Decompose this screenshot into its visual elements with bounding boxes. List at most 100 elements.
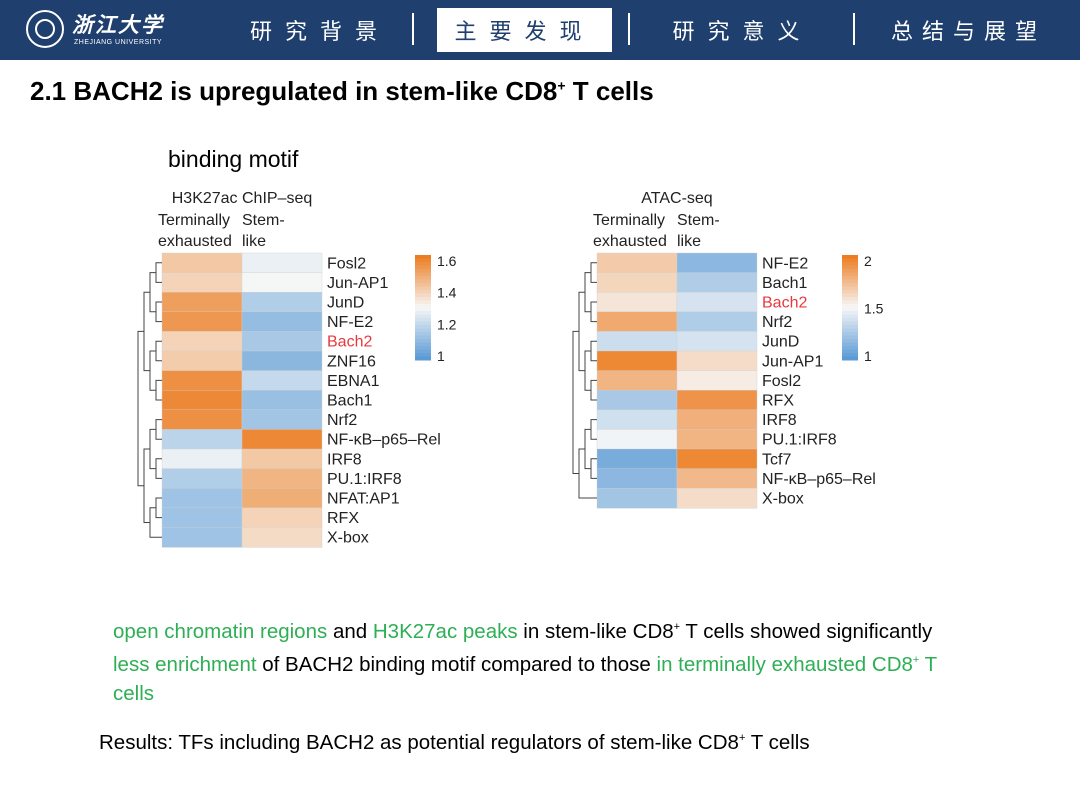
heatmap-cell <box>596 272 678 293</box>
findings-paragraph: open chromatin regions and H3K27ac peaks… <box>113 619 937 705</box>
heatmap-cell <box>161 527 243 548</box>
h3k27ac-heatmap: H3K27ac ChIP–seq Terminally exhausted Stem-… <box>137 190 457 548</box>
legend-tick-label: 1.2 <box>437 316 457 332</box>
heatmap-title: H3K27ac ChIP–seq <box>172 190 313 207</box>
heatmap-cell <box>161 370 243 391</box>
heatmap-row-label: PU.1:IRF8 <box>762 432 837 449</box>
logo-chinese-text: 浙江大学 <box>72 12 164 37</box>
university-seal-icon <box>26 10 64 48</box>
heatmap-row-label: Bach1 <box>762 275 807 292</box>
heatmap-cell <box>676 448 758 470</box>
heatmap-cell <box>161 272 243 293</box>
results-statement: Results: TFs including BACH2 as potentia… <box>99 731 810 754</box>
heatmap-cell <box>241 291 323 313</box>
nav-separator <box>853 13 855 45</box>
heatmap-row-label: X-box <box>327 530 369 547</box>
heatmap-column-label: Terminally <box>158 212 230 229</box>
heatmap-column-label: like <box>677 233 701 250</box>
heatmap-column-label: Stem- <box>677 212 720 229</box>
heatmap-row-label: RFX <box>327 510 359 527</box>
heatmap-cell <box>596 252 678 274</box>
heatmap-cell <box>241 468 323 489</box>
heatmap-row-label: IRF8 <box>762 412 797 429</box>
legend-tick-label: 1.4 <box>437 285 457 301</box>
heatmap-column-label: exhausted <box>158 233 232 250</box>
header-bar: 浙江大学 ZHEJIANG UNIVERSITY 研究背景 主要发现 研究意义 … <box>0 0 1080 60</box>
heatmap-cell <box>161 448 243 470</box>
heatmap-row-label: NFAT:AP1 <box>327 490 400 507</box>
heatmap-cell <box>241 429 323 450</box>
heatmap-cell <box>161 409 243 431</box>
heatmap-row-label: NF-κB–p65–Rel <box>327 432 441 449</box>
heatmap-row-label: Bach2 <box>327 334 372 351</box>
heatmap-cell <box>161 311 243 333</box>
heatmap-row-label: Jun-AP1 <box>327 275 388 292</box>
heatmap-row-label: Bach1 <box>327 392 372 409</box>
heatmap-cell <box>596 311 678 333</box>
heatmap-cell <box>676 488 758 509</box>
heatmap-column-label: Stem- <box>242 212 285 229</box>
heatmap-cell <box>161 350 243 372</box>
heatmap-cell <box>241 272 323 293</box>
heatmap-row-label: EBNA1 <box>327 373 380 390</box>
heatmap-cell <box>241 389 323 411</box>
heatmap-row-label: ZNF16 <box>327 353 376 370</box>
heatmap-row-label: Nrf2 <box>327 412 357 429</box>
heatmap-cell <box>596 448 678 470</box>
heatmap-cell <box>676 291 758 313</box>
heatmap-cell <box>676 331 758 352</box>
heatmap-row-label: RFX <box>762 392 794 409</box>
binding-motif-label: binding motif <box>168 146 299 172</box>
heatmap-cell <box>596 389 678 411</box>
heatmap-cell <box>676 272 758 293</box>
nav-research-significance[interactable]: 研究意义 <box>672 20 813 45</box>
heatmap-cell <box>676 389 758 411</box>
heatmap-column-label: Terminally <box>593 212 665 229</box>
nav-research-background[interactable]: 研究背景 <box>249 20 390 45</box>
heatmap-cell <box>241 527 323 548</box>
heatmap-cell <box>161 507 243 528</box>
heatmap-cell <box>241 488 323 509</box>
heatmap-cell <box>676 350 758 372</box>
heatmap-cell <box>161 468 243 489</box>
heatmap-row-label: Tcf7 <box>762 451 791 468</box>
nav-separator <box>628 13 630 45</box>
heatmap-cell <box>676 252 758 274</box>
heatmap-row-label: Fosl2 <box>327 255 366 272</box>
legend-tick-label: 1 <box>437 348 445 364</box>
heatmap-cell <box>241 350 323 372</box>
heatmap-title: ATAC-seq <box>641 190 712 207</box>
heatmap-cell <box>676 429 758 450</box>
logo-english-text: ZHEJIANG UNIVERSITY <box>74 39 163 46</box>
legend-tick-label: 1.6 <box>437 253 457 269</box>
heatmap-cell <box>241 409 323 431</box>
nav-main-findings[interactable]: 主要发现 <box>437 8 612 52</box>
heatmap-row-label: Bach2 <box>762 294 807 311</box>
slide-title: 2.1 BACH2 is upregulated in stem-like CD… <box>30 76 654 106</box>
heatmap-cell <box>241 448 323 470</box>
heatmap-row-label: PU.1:IRF8 <box>327 471 402 488</box>
heatmap-cell <box>241 331 323 352</box>
heatmap-row-label: Fosl2 <box>762 373 801 390</box>
heatmap-cell <box>676 409 758 431</box>
heatmap-cell <box>241 311 323 333</box>
heatmap-row-label: JunD <box>762 334 799 351</box>
nav-separator <box>412 13 414 45</box>
legend-tick-label: 1.5 <box>864 301 884 317</box>
heatmap-cell <box>676 311 758 333</box>
heatmap-row-label: Jun-AP1 <box>762 353 823 370</box>
heatmap-cell <box>596 468 678 489</box>
legend-tick-label: 2 <box>864 253 872 269</box>
heatmap-cell <box>161 291 243 313</box>
heatmap-cell <box>596 350 678 372</box>
heatmap-cell <box>596 370 678 391</box>
heatmap-row-label: X-box <box>762 490 804 507</box>
atac-heatmap: ATAC-seq Terminally exhausted Stem-like NF-E… <box>572 190 884 509</box>
legend-tick-label: 1 <box>864 348 872 364</box>
heatmap-cell <box>596 331 678 352</box>
heatmap-cell <box>161 389 243 411</box>
heatmap-cell <box>596 409 678 431</box>
heatmap-cell <box>241 507 323 528</box>
heatmap-row-label: NF-E2 <box>327 314 373 331</box>
nav-summary-outlook[interactable]: 总结与展望 <box>890 20 1046 45</box>
